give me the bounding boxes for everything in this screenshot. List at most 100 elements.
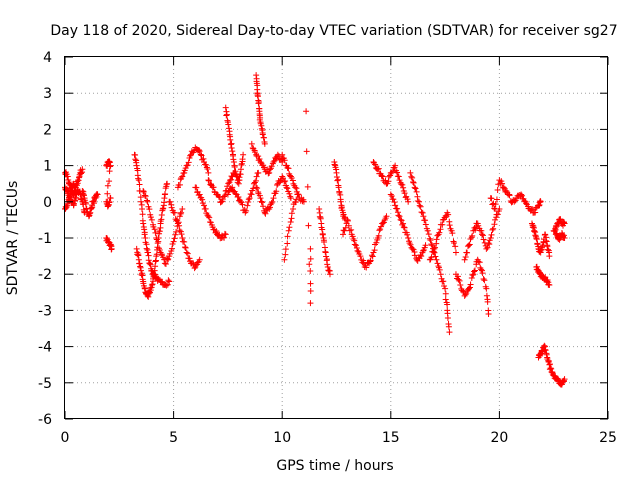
data-point [197,151,204,158]
data-point [475,258,482,265]
data-point [71,183,78,190]
data-point [196,191,203,198]
data-point [430,248,437,255]
data-point [388,169,395,176]
data-point [207,219,214,226]
data-point [294,191,301,198]
data-point [222,104,229,111]
data-point [241,206,248,213]
data-point [92,195,99,202]
data-point [456,277,463,284]
data-point [485,311,492,318]
data-point [407,241,414,248]
data-point [422,217,429,224]
data-point [500,184,507,191]
data-point [351,241,358,248]
data-point [351,237,358,244]
data-point [223,112,230,119]
data-point [442,290,449,297]
data-point [245,196,252,203]
data-point [240,151,247,158]
data-point [181,238,188,245]
data-point [491,205,498,212]
data-point [206,177,213,184]
data-point [478,266,485,273]
data-point [400,224,407,231]
data-point [150,273,157,280]
data-point [346,227,353,234]
y-tick-label: -6 [38,412,52,428]
data-point [407,169,414,176]
data-point [409,178,416,185]
data-point [457,282,464,289]
data-point [340,231,347,238]
data-point [293,196,300,203]
data-point [424,227,431,234]
data-point [483,292,490,299]
data-point [349,233,356,240]
data-point [411,252,418,259]
y-tick-label: 3 [43,86,52,102]
data-point [281,256,288,263]
data-point [279,151,286,158]
data-point [546,282,553,289]
data-point [337,198,344,205]
data-point [357,253,364,260]
data-point [168,245,175,252]
data-point [493,196,500,203]
data-point [246,195,253,202]
data-point [183,249,190,256]
data-point [268,163,275,170]
data-point [466,241,473,248]
data-point [254,185,261,192]
data-point [269,198,276,205]
data-point [483,285,490,292]
data-point [184,162,191,169]
data-point [321,239,328,246]
data-point [557,216,564,223]
data-point [476,259,483,266]
data-point [141,192,148,199]
y-tick-label: -1 [38,231,52,247]
data-point [373,239,380,246]
data-point [281,178,288,185]
data-point [404,231,411,238]
data-point [391,199,398,206]
data-point [258,198,265,205]
data-point [285,165,292,172]
data-point [282,178,289,185]
data-point [162,190,169,197]
y-tick-labels: 4 3 2 1 0 -1 -2 -3 -4 -5 -6 [38,50,52,428]
data-point [484,298,491,305]
data-point [428,254,435,261]
data-point [154,240,161,247]
data-point [348,226,355,233]
data-point [462,291,469,298]
data-point [171,209,178,216]
grid-lines [65,57,608,419]
data-point [446,329,453,336]
data-point [151,271,158,278]
data-point [439,221,446,228]
data-point [461,256,468,263]
data-point [411,184,418,191]
data-point [432,244,439,251]
data-point [178,209,185,216]
data-point [185,159,192,166]
data-point [75,177,82,184]
data-point [201,202,208,209]
data-point [178,231,185,238]
data-point [379,219,386,226]
data-point [232,190,239,197]
data-point [392,202,399,209]
data-point [303,108,310,115]
data-point [257,158,264,165]
data-point [67,190,74,197]
data-point [205,213,212,220]
data-point [103,235,110,242]
data-point [225,180,232,187]
data-point [499,180,506,187]
data-point [405,235,412,241]
data-point [139,211,146,218]
data-point [385,173,392,180]
